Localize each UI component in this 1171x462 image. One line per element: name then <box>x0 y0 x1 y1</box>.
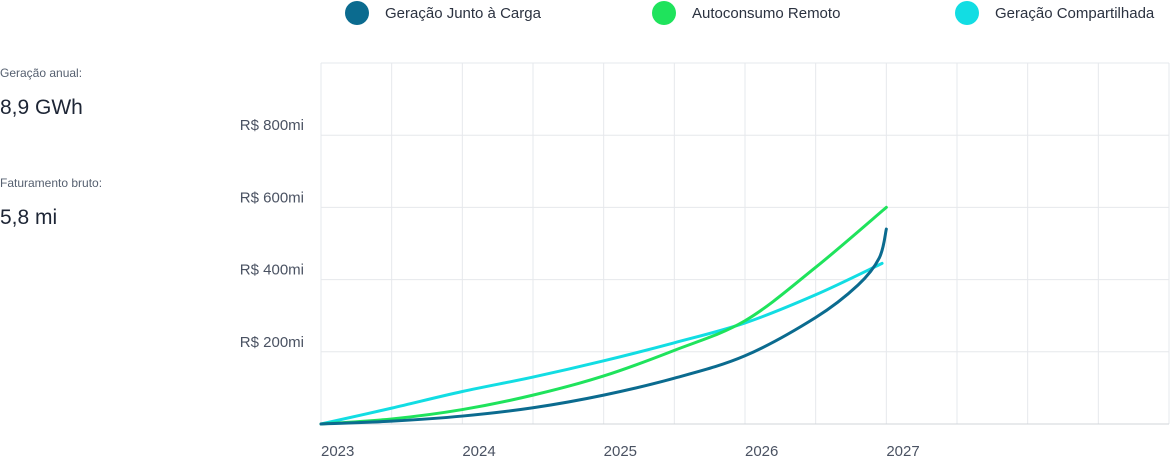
gross-revenue-value: 5,8 mi <box>0 206 58 229</box>
x-tick-label: 2025 <box>604 443 637 460</box>
annual-generation-value: 8,9 GWh <box>0 96 83 119</box>
y-tick-label: R$ 600mi <box>240 189 304 206</box>
legend-marker-geracao-compartilhada <box>955 1 979 25</box>
legend-label-autoconsumo-remoto: Autoconsumo Remoto <box>692 5 840 22</box>
y-tick-label: R$ 400mi <box>240 262 304 279</box>
gross-revenue-label: Faturamento bruto: <box>0 176 103 190</box>
legend-label-geracao-compartilhada: Geração Compartilhada <box>995 5 1155 22</box>
series-line-geracao-compartilhada <box>319 261 884 426</box>
legend-label-geracao-junto-a-carga: Geração Junto à Carga <box>385 5 542 22</box>
y-tick-label: R$ 800mi <box>240 117 304 134</box>
annual-generation-label: Geração anual: <box>0 66 83 80</box>
series-line-geracao-junto-a-carga <box>319 227 888 426</box>
x-tick-label: 2024 <box>462 443 495 460</box>
series-line-autoconsumo-remoto <box>319 205 888 426</box>
x-tick-label: 2027 <box>886 443 919 460</box>
legend-marker-geracao-junto-a-carga <box>345 1 369 25</box>
legend-marker-autoconsumo-remoto <box>652 1 676 25</box>
x-tick-label: 2026 <box>745 443 778 460</box>
y-tick-label: R$ 200mi <box>240 334 304 351</box>
x-tick-label: 2023 <box>321 443 354 460</box>
